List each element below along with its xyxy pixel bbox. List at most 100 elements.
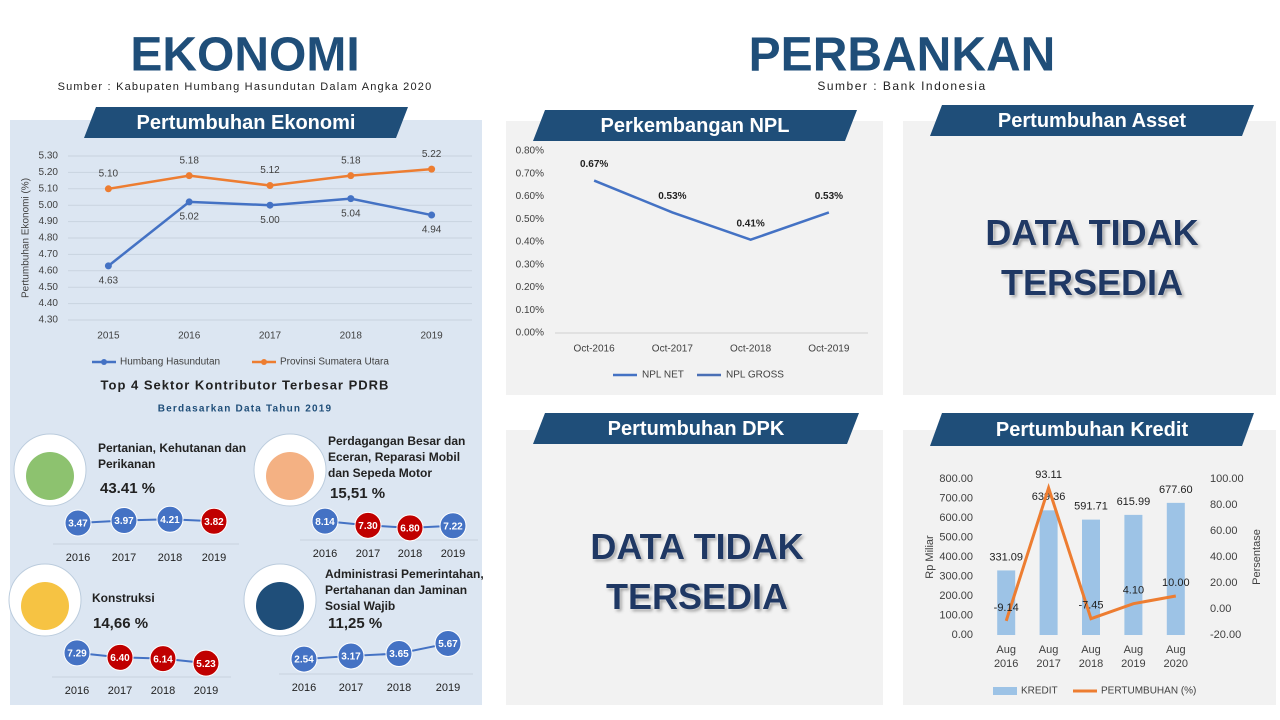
y-tick-label: 500.00 (939, 531, 973, 543)
sector-dot (439, 512, 467, 540)
sectors-subtitle: Berdasarkan Data Tahun 2019 (158, 404, 333, 415)
sector-dot (396, 514, 424, 542)
y-tick-label: 5.20 (39, 167, 59, 178)
x-tick-label: Aug 2020 (1163, 644, 1189, 670)
y-tick-label: 4.90 (39, 216, 59, 227)
sector-icon-inner (266, 452, 314, 500)
sector-year: 2018 (398, 548, 422, 560)
legend-label: Humbang Hasundutan (120, 357, 220, 368)
point (428, 165, 436, 173)
sector-dot (200, 507, 228, 535)
sector-value: 6.80 (400, 523, 420, 534)
data-label: 5.22 (422, 149, 442, 160)
sector-share: 43.41 % (100, 480, 155, 497)
y-tick-label: 800.00 (939, 473, 973, 485)
sector-year: 2019 (194, 685, 218, 697)
sector-dot (106, 643, 134, 671)
sector-share: 15,51 % (330, 485, 385, 502)
x-tick-label: Oct-2018 (730, 344, 772, 355)
data-label: 0.67% (580, 159, 608, 170)
x-tick-label: 2015 (97, 331, 120, 342)
data-label: 0.53% (658, 191, 686, 202)
x-tick-label: 2019 (420, 331, 443, 342)
y-tick-label: 0.20% (516, 282, 544, 293)
sector-value: 5.67 (438, 639, 458, 650)
point (104, 262, 112, 270)
sector-year: 2019 (202, 552, 226, 564)
sector-year: 2016 (65, 685, 89, 697)
data-label: 5.18 (341, 155, 361, 166)
sector-value: 3.17 (341, 652, 361, 663)
no-data-message: DATA TIDAK TERSEDIA (590, 526, 804, 617)
panel-asset (903, 121, 1276, 395)
sector-dot (110, 506, 138, 534)
y-tick-label: 4.80 (39, 233, 59, 244)
legend-label: PERTUMBUHAN (%) (1101, 686, 1196, 697)
sector-value: 2.54 (294, 655, 314, 666)
y2-tick-label: 0.00 (1210, 603, 1231, 615)
sector-name: Perdagangan Besar dan Eceran, Reparasi M… (328, 434, 466, 480)
y2-axis-label: Persentase (1251, 529, 1263, 585)
sector-year: 2016 (66, 552, 90, 564)
x-tick-label: Aug 2018 (1078, 644, 1104, 670)
y-axis-label: Rp Miliar (924, 535, 936, 579)
sector-year: 2017 (112, 552, 136, 564)
sector-year: 2017 (339, 682, 363, 694)
line-series (1004, 483, 1177, 622)
sector-name: Pertanian, Kehutanan dan Perikanan (98, 441, 247, 471)
y-tick-label: 600.00 (939, 512, 973, 524)
x-tick-label: Aug 2016 (993, 644, 1019, 670)
x-tick-label: 2017 (259, 331, 282, 342)
sector-value: 3.82 (204, 517, 224, 528)
ekonomi-title: EKONOMI (130, 29, 359, 82)
y2-tick-label: 60.00 (1210, 525, 1238, 537)
bar (1166, 502, 1185, 635)
y-tick-label: 0.10% (516, 305, 544, 316)
data-label: 591.71 (1074, 501, 1108, 513)
panel-npl (506, 121, 883, 395)
x-tick-label: Oct-2019 (808, 344, 850, 355)
data-label: -9.14 (994, 602, 1019, 614)
sector-value: 4.21 (160, 515, 180, 526)
sector-year: 2017 (108, 685, 132, 697)
sector-year: 2016 (292, 682, 316, 694)
sector-year: 2016 (313, 548, 337, 560)
sector-line (324, 520, 454, 529)
data-label: 5.10 (99, 168, 119, 179)
legend-swatch (993, 687, 1017, 695)
y-tick-label: 4.40 (39, 298, 59, 309)
data-label: 5.00 (260, 215, 280, 226)
data-label: 5.18 (179, 155, 199, 166)
sector-dot (63, 639, 91, 667)
data-label: 0.53% (815, 191, 843, 202)
sector-dot (149, 645, 177, 673)
y2-tick-label: 100.00 (1210, 473, 1244, 485)
y-tick-label: 5.10 (39, 183, 59, 194)
sector-value: 3.65 (389, 649, 409, 660)
y-tick-label: 0.50% (516, 214, 544, 225)
y2-tick-label: -20.00 (1210, 629, 1241, 641)
sector-share: 14,66 % (93, 615, 148, 632)
y-tick-label: 0.70% (516, 168, 544, 179)
point (266, 182, 274, 190)
data-label: 5.12 (260, 165, 280, 176)
data-label: 4.94 (422, 225, 442, 236)
y-tick-label: 4.70 (39, 249, 59, 260)
sector-year: 2017 (356, 548, 380, 560)
sector-value: 5.23 (196, 659, 216, 670)
y-tick-label: 200.00 (939, 590, 973, 602)
sector-dot (192, 649, 220, 677)
no-data-message: DATA TIDAK TERSEDIA (985, 212, 1199, 303)
x-tick-label: Oct-2017 (652, 344, 694, 355)
y-tick-label: 4.60 (39, 265, 59, 276)
panel-tab (930, 413, 1254, 446)
sector-year: 2018 (158, 552, 182, 564)
y-tick-label: 0.80% (516, 146, 544, 157)
y-tick-label: 4.30 (39, 315, 59, 326)
panel-title: Pertumbuhan Asset (998, 110, 1187, 132)
y-tick-label: 0.60% (516, 191, 544, 202)
x-tick-label: 2018 (340, 331, 363, 342)
point (185, 198, 193, 206)
sector-line (77, 518, 215, 524)
